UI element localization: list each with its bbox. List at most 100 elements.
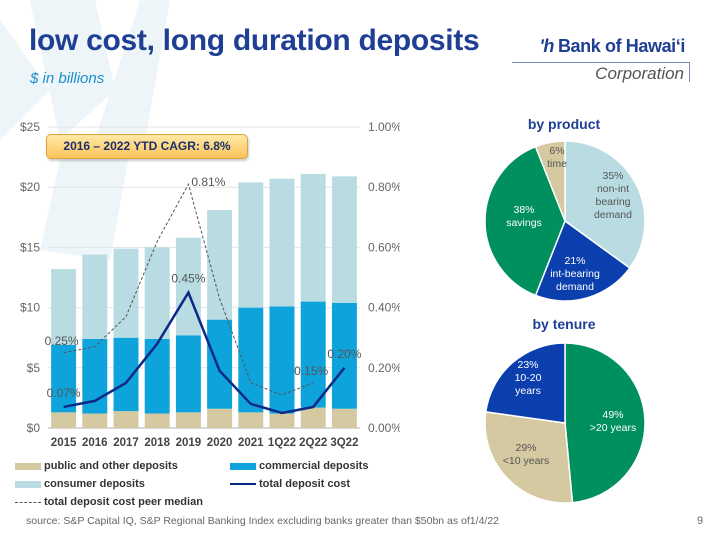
bar-commercial [331, 302, 357, 409]
bar-consumer [269, 178, 295, 307]
data-label: 0.20% [327, 347, 361, 361]
y-left-tick-label: $0 [27, 421, 41, 435]
pie-label: >20 years [590, 422, 636, 434]
y-left-tick-label: $5 [27, 361, 41, 375]
bar-public-and-other [144, 413, 170, 428]
pie-label: 38% [513, 204, 534, 216]
pie-by-product: 35%non-intbearingdemand21%int-bearingdem… [484, 140, 646, 302]
y-left-tick-label: $20 [20, 180, 40, 194]
pie-title-tenure: by tenure [532, 316, 596, 332]
legend-item-commercial: commercial deposits [230, 460, 368, 472]
bar-consumer [82, 254, 108, 339]
pie-label: 49% [602, 409, 623, 421]
source-footnote: source: S&P Capital IQ, S&P Regional Ban… [26, 515, 500, 527]
legend-item-peer-median: total deposit cost peer median [15, 496, 203, 508]
x-tick-label: 2019 [176, 437, 202, 449]
x-tick-label: 2015 [51, 437, 77, 449]
logo-mark-icon: ʹh [539, 36, 554, 56]
logo-divider [512, 62, 690, 63]
bar-public-and-other [113, 411, 139, 428]
legend-swatch [15, 480, 41, 488]
bar-commercial [269, 306, 295, 414]
bar-consumer [300, 173, 326, 302]
bar-consumer [51, 269, 77, 345]
y-left-tick-label: $15 [20, 240, 40, 254]
data-labels: 0.25% 0.07% 0.45% 0.81% 0.15% 0.20% [45, 175, 362, 400]
pie-label: non-int [597, 183, 629, 195]
data-label: 0.25% [45, 334, 79, 348]
legend-label: total deposit cost [259, 478, 351, 490]
pie-slice [484, 410, 574, 504]
bar-public-and-other [207, 408, 233, 428]
pie-slice [564, 140, 646, 270]
axes: $0 $5 $10 $15 $20 $25 0.00% 0.20% 0.40% 0.60% 0.80… [20, 120, 400, 449]
y-left-tick-label: $25 [20, 120, 40, 134]
pie-label: demand [594, 209, 632, 221]
deposits-combo-chart: $0 $5 $10 $15 $20 $25 0.00% 0.20% 0.40% 0.60% 0.80… [20, 120, 400, 449]
pie-label: 10-20 [515, 372, 542, 384]
data-label: 0.15% [294, 364, 328, 378]
x-tick-label: 2016 [82, 437, 108, 449]
pie-label: 23% [517, 359, 538, 371]
y-left-tick-label: $10 [20, 301, 40, 315]
bars [51, 173, 357, 428]
y-right-tick-label: 0.60% [368, 240, 400, 254]
pie-slice [564, 342, 646, 504]
logo-vertical-divider [689, 62, 690, 82]
background-decoration [0, 0, 170, 260]
bar-public-and-other [331, 408, 357, 428]
data-label: 0.45% [171, 272, 205, 286]
pie-label: 35% [602, 170, 623, 182]
y-right-tick-label: 0.40% [368, 301, 400, 315]
pie-slice [484, 145, 566, 297]
pie-slice [534, 219, 631, 302]
page-number: 9 [697, 515, 704, 527]
x-tick-label: 2021 [238, 437, 264, 449]
bar-consumer [207, 210, 233, 320]
bar-consumer [113, 248, 139, 338]
pie-label: <10 years [503, 455, 549, 467]
legend-item-total-cost: total deposit cost [230, 478, 350, 490]
pie-title-product: by product [527, 116, 601, 132]
pie-label: time [547, 158, 567, 170]
x-tick-label: 2018 [144, 437, 170, 449]
line-peer-median [63, 182, 314, 396]
legend-item-consumer: consumer deposits [15, 478, 145, 490]
bar-consumer [144, 247, 170, 339]
bar-consumer [175, 237, 201, 336]
legend-swatch [230, 462, 256, 470]
bar-commercial [144, 338, 170, 414]
data-label: 0.81% [191, 175, 225, 189]
bar-commercial [51, 344, 77, 413]
legend-label: public and other deposits [44, 460, 178, 472]
y-right-tick-label: 0.80% [368, 180, 400, 194]
pie-label: int-bearing [550, 268, 600, 280]
bar-public-and-other [175, 412, 201, 428]
logo-bank-name: Bank of Hawaiʻi [557, 36, 685, 56]
x-tick-label: 1Q22 [268, 437, 296, 449]
logo-corporation: Corporation [595, 64, 684, 83]
bar-consumer [331, 176, 357, 303]
x-tick-label: 3Q22 [330, 437, 358, 449]
legend-label: consumer deposits [44, 478, 145, 490]
line-total-deposit-cost [63, 289, 346, 415]
pie-slice [534, 140, 566, 222]
y-right-tick-label: 0.20% [368, 361, 400, 375]
data-label: 0.07% [47, 386, 81, 400]
bar-public-and-other [82, 413, 108, 428]
y-right-tick-label: 0.00% [368, 421, 400, 435]
page-subtitle: $ in billions [30, 70, 105, 87]
pie-label: demand [556, 281, 594, 293]
pie-label: 21% [564, 255, 585, 267]
bar-consumer [238, 182, 264, 308]
lines [63, 182, 346, 415]
pie-label: bearing [595, 196, 630, 208]
logo-name: ʹh Bank of Hawaiʻi [539, 36, 685, 57]
legend-swatch [15, 501, 41, 503]
x-tick-label: 2017 [113, 437, 139, 449]
pie-label: 29% [515, 442, 536, 454]
bar-public-and-other [51, 412, 77, 428]
bar-commercial [207, 319, 233, 409]
cagr-callout: 2016 – 2022 YTD CAGR: 6.8% [46, 134, 248, 159]
